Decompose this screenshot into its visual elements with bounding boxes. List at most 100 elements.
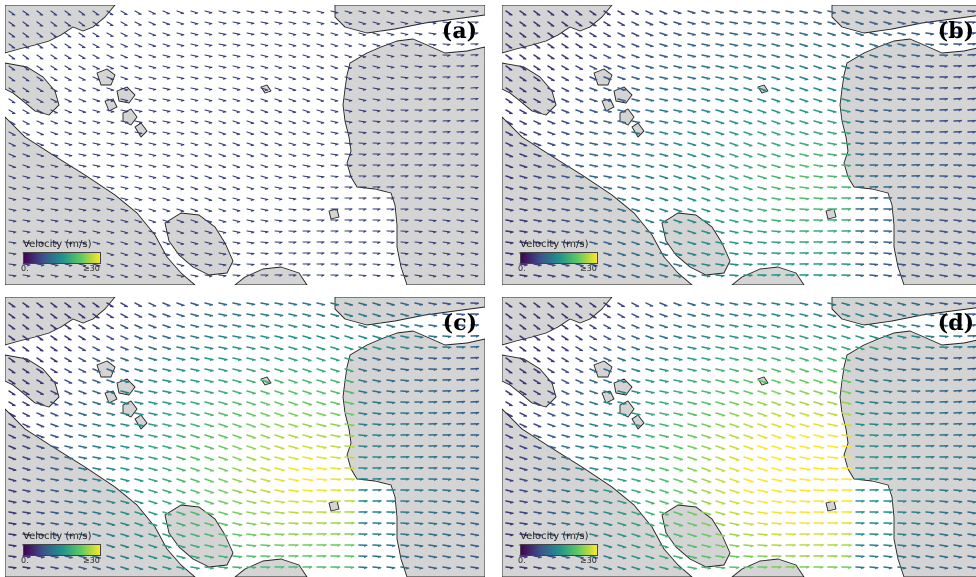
wind-arrow-head	[902, 186, 906, 189]
wind-arrow	[8, 131, 16, 136]
wind-arrow-head	[748, 100, 752, 103]
wind-arrow	[533, 153, 542, 157]
wind-arrow-head	[180, 254, 184, 256]
wind-arrow	[505, 120, 513, 126]
wind-arrow	[204, 478, 215, 483]
wind-arrow-head	[475, 10, 479, 14]
wind-arrow	[386, 379, 396, 382]
wind-arrow-head	[874, 23, 878, 26]
wind-arrow-head	[194, 232, 198, 235]
wind-arrow	[603, 263, 612, 267]
wind-arrow-head	[237, 337, 241, 339]
wind-arrow	[288, 302, 298, 306]
wind-arrow-head	[348, 34, 352, 37]
wind-arrow	[106, 153, 115, 156]
wind-arrow-head	[720, 12, 724, 14]
wind-arrow-head	[180, 122, 184, 124]
wind-arrow-head	[82, 231, 87, 234]
wind-arrow-head	[348, 100, 352, 102]
wind-arrow	[204, 10, 213, 14]
wind-arrow	[659, 153, 669, 157]
wind-arrow	[148, 401, 158, 405]
wind-arrow	[162, 153, 171, 157]
wind-arrow	[645, 186, 655, 190]
wind-arrow	[883, 252, 893, 255]
wind-arrow-head	[139, 370, 143, 373]
wind-arrow	[799, 164, 810, 168]
wind-arrow-head	[40, 187, 45, 190]
wind-arrow-head	[594, 111, 598, 114]
wind-arrow-head	[804, 34, 808, 37]
wind-arrow-head	[433, 44, 437, 47]
wind-arrow-head	[392, 467, 396, 470]
wind-arrow	[218, 544, 229, 548]
wind-arrow	[162, 445, 172, 449]
wind-arrow-head	[166, 210, 170, 213]
wind-arrow	[386, 98, 395, 101]
wind-arrow	[729, 274, 739, 277]
wind-arrow-head	[860, 121, 864, 124]
wind-arrow-head	[12, 199, 16, 201]
wind-arrow-head	[309, 522, 313, 525]
wind-arrow-head	[805, 274, 809, 277]
wind-arrow-head	[69, 468, 73, 471]
wind-arrow	[8, 186, 17, 190]
wind-arrow-head	[378, 511, 382, 514]
wind-arrow-head	[776, 67, 780, 70]
wind-arrow	[162, 65, 171, 69]
wind-arrow	[316, 445, 327, 449]
wind-arrow-head	[111, 535, 115, 538]
wind-arrow-head	[307, 304, 311, 306]
wind-arrow	[743, 131, 753, 136]
wind-arrow-head	[930, 76, 934, 80]
wind-arrow	[218, 208, 227, 212]
wind-vectors	[8, 10, 479, 279]
wind-arrow	[519, 120, 528, 125]
wind-arrow-head	[377, 219, 381, 222]
wind-arrow-head	[292, 89, 296, 92]
wind-arrow-head	[266, 534, 271, 537]
wind-arrow-head	[390, 88, 395, 91]
wind-arrow	[841, 131, 851, 134]
wind-arrow	[288, 401, 299, 406]
wind-arrow	[953, 241, 963, 244]
wind-arrow	[190, 412, 200, 416]
wind-arrow-head	[538, 220, 542, 223]
wind-arrow	[204, 346, 214, 350]
wind-arrow	[799, 175, 810, 179]
wind-arrow-head	[224, 481, 228, 483]
wind-arrow-head	[294, 426, 298, 428]
wind-arrow-head	[944, 131, 948, 134]
wind-arrow-head	[874, 197, 878, 200]
wind-arrow	[659, 186, 669, 191]
wind-arrow-head	[363, 359, 367, 362]
wind-arrow	[883, 65, 892, 69]
wind-arrow-head	[182, 503, 186, 505]
wind-arrow-head	[348, 121, 353, 124]
wind-arrow	[148, 32, 157, 36]
wind-arrow-head	[762, 34, 766, 36]
wind-arrow	[64, 456, 74, 460]
wind-arrow	[470, 467, 480, 470]
wind-arrow-head	[167, 492, 172, 494]
wind-arrow-head	[292, 34, 296, 36]
wind-arrow	[659, 164, 669, 168]
wind-arrow-head	[447, 445, 451, 448]
wind-arrow-head	[349, 164, 353, 168]
wind-arrow	[659, 21, 668, 26]
wind-arrow	[162, 10, 171, 15]
wind-arrow-head	[195, 315, 199, 318]
wind-arrow	[302, 197, 311, 200]
wind-arrow	[330, 142, 339, 145]
wind-arrow	[589, 87, 598, 92]
wind-arrow	[204, 164, 213, 168]
wind-arrow-head	[208, 133, 212, 136]
wind-arrow	[869, 32, 879, 36]
wind-arrow-head	[306, 122, 310, 125]
wind-arrow	[617, 197, 627, 201]
wind-arrow-head	[663, 23, 667, 26]
wind-arrow-head	[210, 514, 214, 516]
wind-arrow-head	[833, 274, 837, 277]
wind-arrow	[64, 219, 73, 222]
wind-arrow	[162, 175, 171, 179]
